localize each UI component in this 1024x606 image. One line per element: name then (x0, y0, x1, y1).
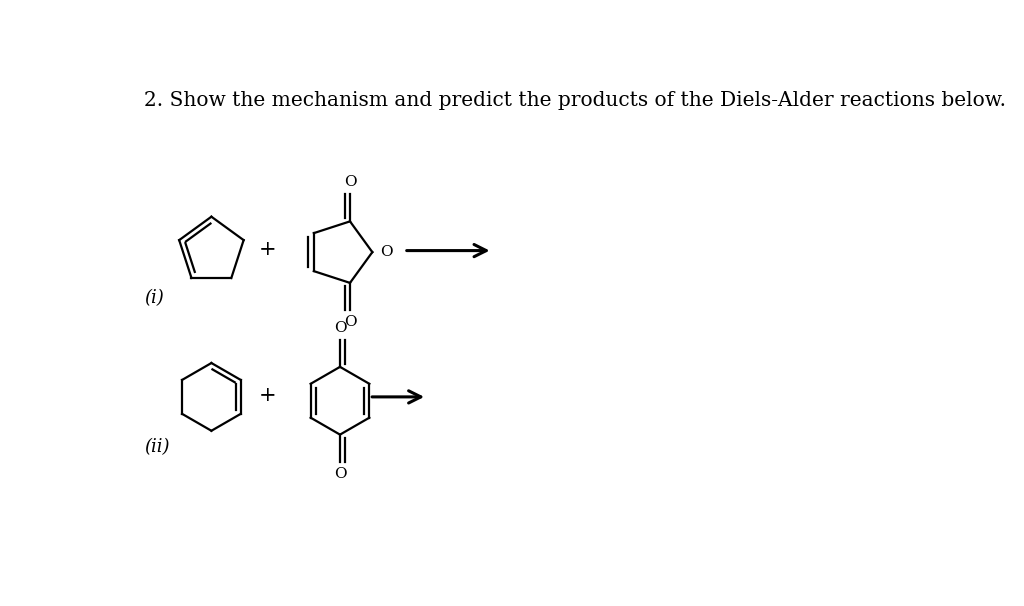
Text: O: O (344, 175, 356, 189)
Text: O: O (334, 321, 346, 335)
Text: 2. Show the mechanism and predict the products of the Diels-Alder reactions belo: 2. Show the mechanism and predict the pr… (144, 91, 1007, 110)
Text: O: O (334, 467, 346, 481)
Text: O: O (380, 245, 392, 259)
Text: +: + (259, 239, 276, 259)
Text: (ii): (ii) (144, 438, 170, 456)
Text: O: O (344, 315, 356, 329)
Text: +: + (259, 386, 276, 405)
Text: (i): (i) (144, 289, 164, 307)
